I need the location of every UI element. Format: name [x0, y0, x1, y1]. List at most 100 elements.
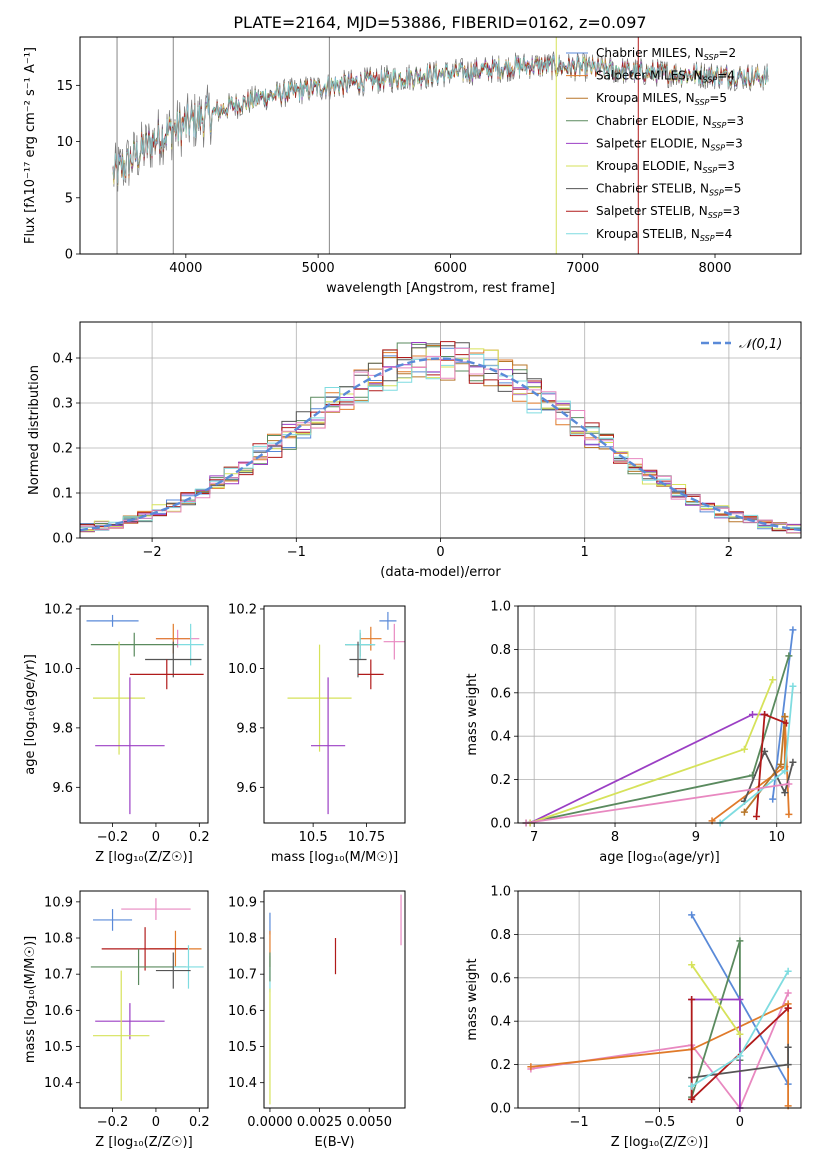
y-tick-label: 15: [56, 79, 73, 94]
weight-marker: [777, 760, 785, 768]
weight-marker: [740, 808, 748, 816]
y-tick-label: 10.6: [228, 1004, 257, 1019]
x-tick-label: 0.0000: [247, 1115, 293, 1130]
legend-label: Kroupa MILES, NSSP=5: [596, 91, 727, 107]
x-tick-label: 0.0025: [297, 1115, 343, 1130]
x-tick-label: −0.2: [97, 830, 129, 845]
axes-spectrum: 4000 5000 6000 7000 8000 0 5 10 15 wavelength [An…: [23, 47, 732, 296]
spectrum-model-line-9: [112, 55, 769, 184]
weight-marker: [784, 1061, 792, 1069]
weight-marker: [736, 1052, 744, 1060]
x-tick-label: 2: [725, 545, 733, 560]
weight-line-10: [525, 783, 790, 824]
y-axis-label: mass weight: [465, 958, 480, 1040]
y-axis-label: mass [log₁₀(M/M☉)]: [23, 936, 38, 1063]
y-tick-label: 1.0: [490, 600, 511, 615]
y-axis-label: Normed distribution: [27, 365, 42, 495]
weight-marker: [761, 711, 769, 718]
x-tick-label: −0.5: [644, 1115, 676, 1130]
x-tick-label: 7: [530, 830, 538, 845]
x-tick-label: 0: [436, 545, 444, 560]
x-tick-label: 0.2: [189, 830, 210, 845]
y-axis-label: age [log₁₀(age/yr)]: [23, 654, 38, 775]
weight-marker: [784, 1043, 792, 1051]
x-tick-label: 6000: [434, 261, 467, 276]
x-axis-label: Z [log₁₀(Z/Z☉)]: [95, 850, 192, 865]
weight-marker: [688, 911, 696, 919]
y-tick-label: 10: [56, 135, 73, 150]
x-tick-label: 9: [692, 830, 700, 845]
y-tick-label: 10.2: [44, 602, 73, 617]
y-tick-label: 0.0: [52, 532, 73, 547]
weight-marker: [527, 1063, 535, 1071]
x-axis-label: mass [log₁₀(M/M☉)]: [271, 850, 398, 865]
legend-label: Salpeter MILES, NSSP=4: [596, 69, 735, 85]
axes-age_vs_mass: 10.5 10.75 9.6 9.8 10.0 10.2 mass [log₁₀(M/M☉)…: [228, 602, 398, 865]
weight-marker: [785, 652, 793, 660]
weight-marker: [785, 780, 793, 788]
histogram-10: [80, 347, 801, 534]
x-tick-label: 10: [768, 830, 785, 845]
weight-marker: [784, 989, 792, 997]
y-axis-label: Flux [fλ10⁻¹⁷ erg cm⁻² s⁻¹ A⁻¹]: [23, 47, 38, 244]
spectrum-frame: [79, 36, 802, 255]
legend-label: Salpeter STELIB, NSSP=3: [596, 204, 740, 220]
x-tick-label: 1: [581, 545, 589, 560]
y-tick-label: 0.4: [490, 730, 511, 745]
mass_vs_ebv-frame: [263, 890, 406, 1109]
y-tick-label: 0.2: [52, 442, 73, 457]
weight-marker: [784, 967, 792, 975]
y-tick-label: 0.3: [52, 397, 73, 412]
mass_weight_vs_age-frame: [517, 605, 802, 824]
weight-marker: [736, 937, 744, 945]
y-tick-label: 0.8: [490, 928, 511, 943]
x-tick-label: 0: [152, 1115, 160, 1130]
y-tick-label: 10.7: [228, 968, 257, 983]
legend-label: Salpeter ELODIE, NSSP=3: [596, 136, 743, 152]
x-tick-label: 5000: [302, 261, 335, 276]
x-tick-label: 10.75: [348, 830, 385, 845]
x-axis-label: Z [log₁₀(Z/Z☉)]: [95, 1135, 192, 1150]
y-tick-label: 10.9: [44, 895, 73, 910]
x-tick-label: 0: [736, 1115, 744, 1130]
y-tick-label: 9.8: [236, 721, 257, 736]
weight-marker: [736, 996, 744, 1003]
y-tick-label: 0.6: [490, 686, 511, 701]
y-tick-label: 10.5: [44, 1040, 73, 1055]
weight-marker: [781, 789, 789, 797]
y-tick-label: 10.8: [228, 932, 257, 947]
x-tick-label: 8: [611, 830, 619, 845]
axes-age_vs_Z: −0.2 0 0.2 9.6 9.8 10.0 10.2 Z [log₁₀(Z/Z☉)] age…: [23, 602, 210, 865]
legend-label: Chabrier MILES, NSSP=2: [596, 46, 736, 62]
weight-marker: [740, 745, 748, 753]
x-tick-label: 0: [152, 830, 160, 845]
x-tick-label: 8000: [698, 261, 731, 276]
y-tick-label: 9.6: [52, 781, 73, 796]
weight-marker: [688, 1082, 696, 1090]
normal-curve: [79, 357, 802, 532]
weight-marker: [789, 758, 797, 766]
x-tick-label: 0.0050: [347, 1115, 393, 1130]
x-tick-label: −2: [143, 545, 162, 560]
x-axis-label: (data-model)/error: [380, 565, 501, 580]
y-tick-label: 0.8: [490, 643, 511, 658]
legend-label: Kroupa ELODIE, NSSP=3: [596, 159, 735, 175]
weight-marker: [753, 812, 761, 820]
y-tick-label: 0.4: [52, 352, 73, 367]
x-tick-label: −1: [570, 1115, 589, 1130]
y-tick-label: 10.5: [228, 1040, 257, 1055]
x-tick-label: 0.2: [189, 1115, 210, 1130]
y-tick-label: 0.2: [490, 1058, 511, 1073]
weight-line-6: [529, 679, 774, 824]
y-tick-label: 0: [65, 248, 73, 263]
x-tick-label: 7000: [566, 261, 599, 276]
weight-marker: [769, 795, 777, 803]
y-tick-label: 0.0: [490, 817, 511, 832]
weight-marker: [781, 767, 789, 775]
y-axis-label: mass weight: [465, 673, 480, 755]
y-tick-label: 0.4: [490, 1015, 511, 1030]
y-tick-label: 10.4: [228, 1076, 257, 1091]
legend-label: Kroupa STELIB, NSSP=4: [596, 227, 732, 243]
weight-marker: [688, 1095, 696, 1103]
